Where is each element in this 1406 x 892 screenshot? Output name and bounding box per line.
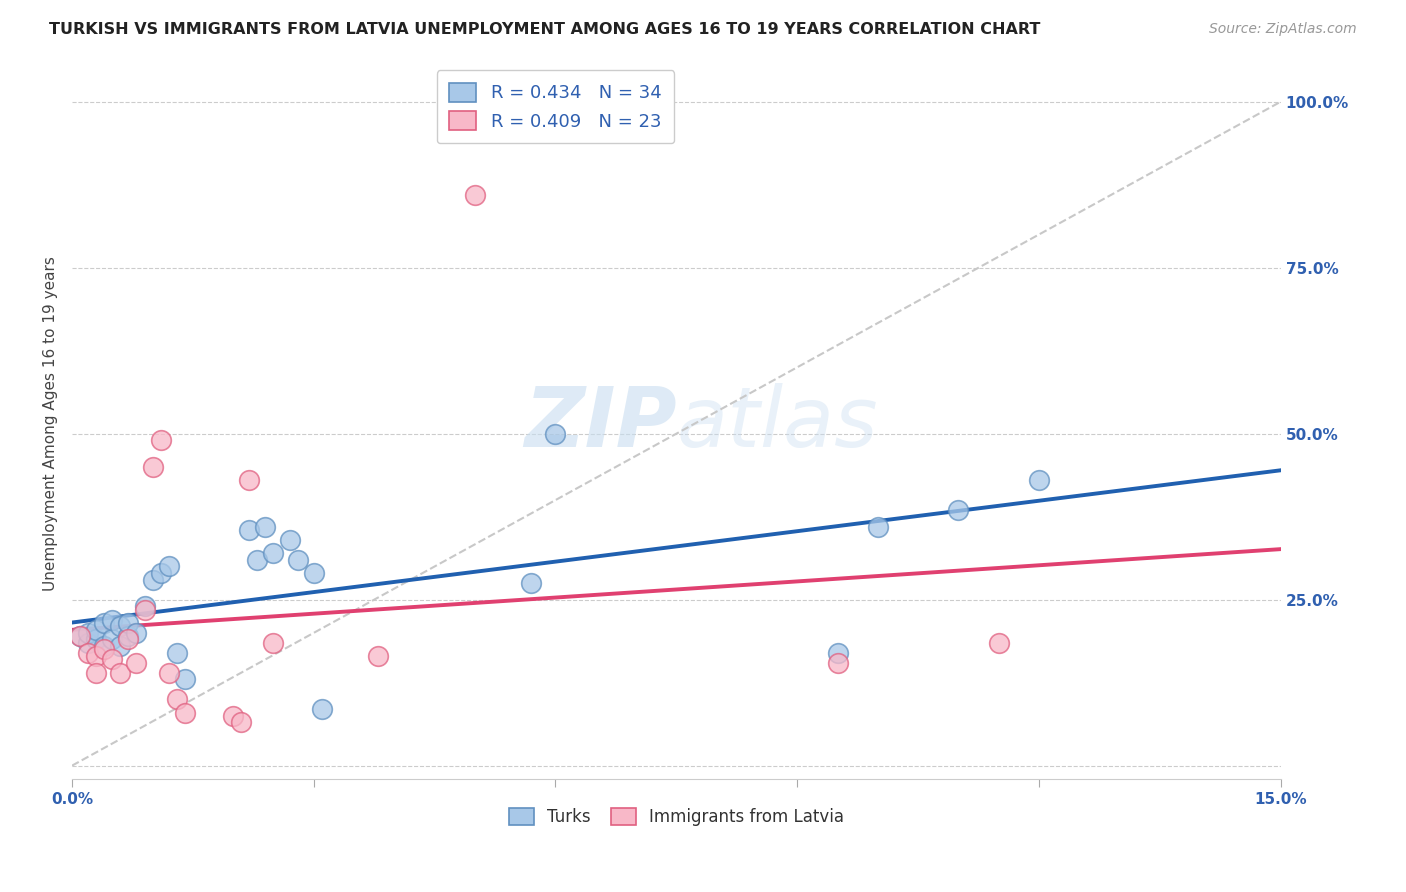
Point bbox=[173, 673, 195, 687]
Point bbox=[262, 546, 284, 560]
Point bbox=[238, 523, 260, 537]
Text: atlas: atlas bbox=[676, 384, 877, 464]
Text: TURKISH VS IMMIGRANTS FROM LATVIA UNEMPLOYMENT AMONG AGES 16 TO 19 YEARS CORRELA: TURKISH VS IMMIGRANTS FROM LATVIA UNEMPL… bbox=[49, 22, 1040, 37]
Point bbox=[311, 702, 333, 716]
Point bbox=[84, 665, 107, 680]
Point bbox=[173, 706, 195, 720]
Point bbox=[125, 656, 148, 670]
Point bbox=[77, 625, 100, 640]
Text: ZIP: ZIP bbox=[523, 384, 676, 464]
Point bbox=[544, 426, 567, 441]
Point bbox=[166, 692, 188, 706]
Point bbox=[101, 613, 124, 627]
Point bbox=[101, 652, 124, 666]
Point bbox=[110, 639, 132, 653]
Point bbox=[117, 629, 139, 643]
Point bbox=[166, 646, 188, 660]
Point bbox=[84, 623, 107, 637]
Point bbox=[231, 715, 253, 730]
Point bbox=[110, 665, 132, 680]
Point bbox=[101, 632, 124, 647]
Point bbox=[948, 503, 970, 517]
Point bbox=[125, 625, 148, 640]
Point bbox=[110, 619, 132, 633]
Point bbox=[987, 636, 1010, 650]
Point bbox=[866, 519, 889, 533]
Point bbox=[157, 559, 180, 574]
Point bbox=[222, 709, 245, 723]
Point bbox=[367, 649, 389, 664]
Point bbox=[93, 639, 115, 653]
Point bbox=[238, 473, 260, 487]
Point bbox=[278, 533, 301, 547]
Point bbox=[117, 615, 139, 630]
Point bbox=[84, 632, 107, 647]
Point bbox=[77, 636, 100, 650]
Point bbox=[520, 576, 543, 591]
Point bbox=[142, 573, 165, 587]
Point bbox=[77, 646, 100, 660]
Point bbox=[149, 434, 172, 448]
Point bbox=[464, 187, 486, 202]
Point bbox=[157, 665, 180, 680]
Point bbox=[827, 646, 849, 660]
Point bbox=[134, 599, 156, 614]
Point bbox=[134, 602, 156, 616]
Point bbox=[84, 649, 107, 664]
Point bbox=[142, 459, 165, 474]
Point bbox=[93, 615, 115, 630]
Point bbox=[827, 656, 849, 670]
Point bbox=[287, 553, 309, 567]
Legend: Turks, Immigrants from Latvia: Turks, Immigrants from Latvia bbox=[501, 800, 852, 835]
Point bbox=[302, 566, 325, 580]
Point bbox=[1028, 473, 1050, 487]
Point bbox=[262, 636, 284, 650]
Point bbox=[69, 629, 91, 643]
Point bbox=[254, 519, 277, 533]
Point bbox=[69, 629, 91, 643]
Point bbox=[246, 553, 269, 567]
Text: Source: ZipAtlas.com: Source: ZipAtlas.com bbox=[1209, 22, 1357, 37]
Point bbox=[93, 642, 115, 657]
Point bbox=[117, 632, 139, 647]
Y-axis label: Unemployment Among Ages 16 to 19 years: Unemployment Among Ages 16 to 19 years bbox=[44, 256, 58, 591]
Point bbox=[149, 566, 172, 580]
